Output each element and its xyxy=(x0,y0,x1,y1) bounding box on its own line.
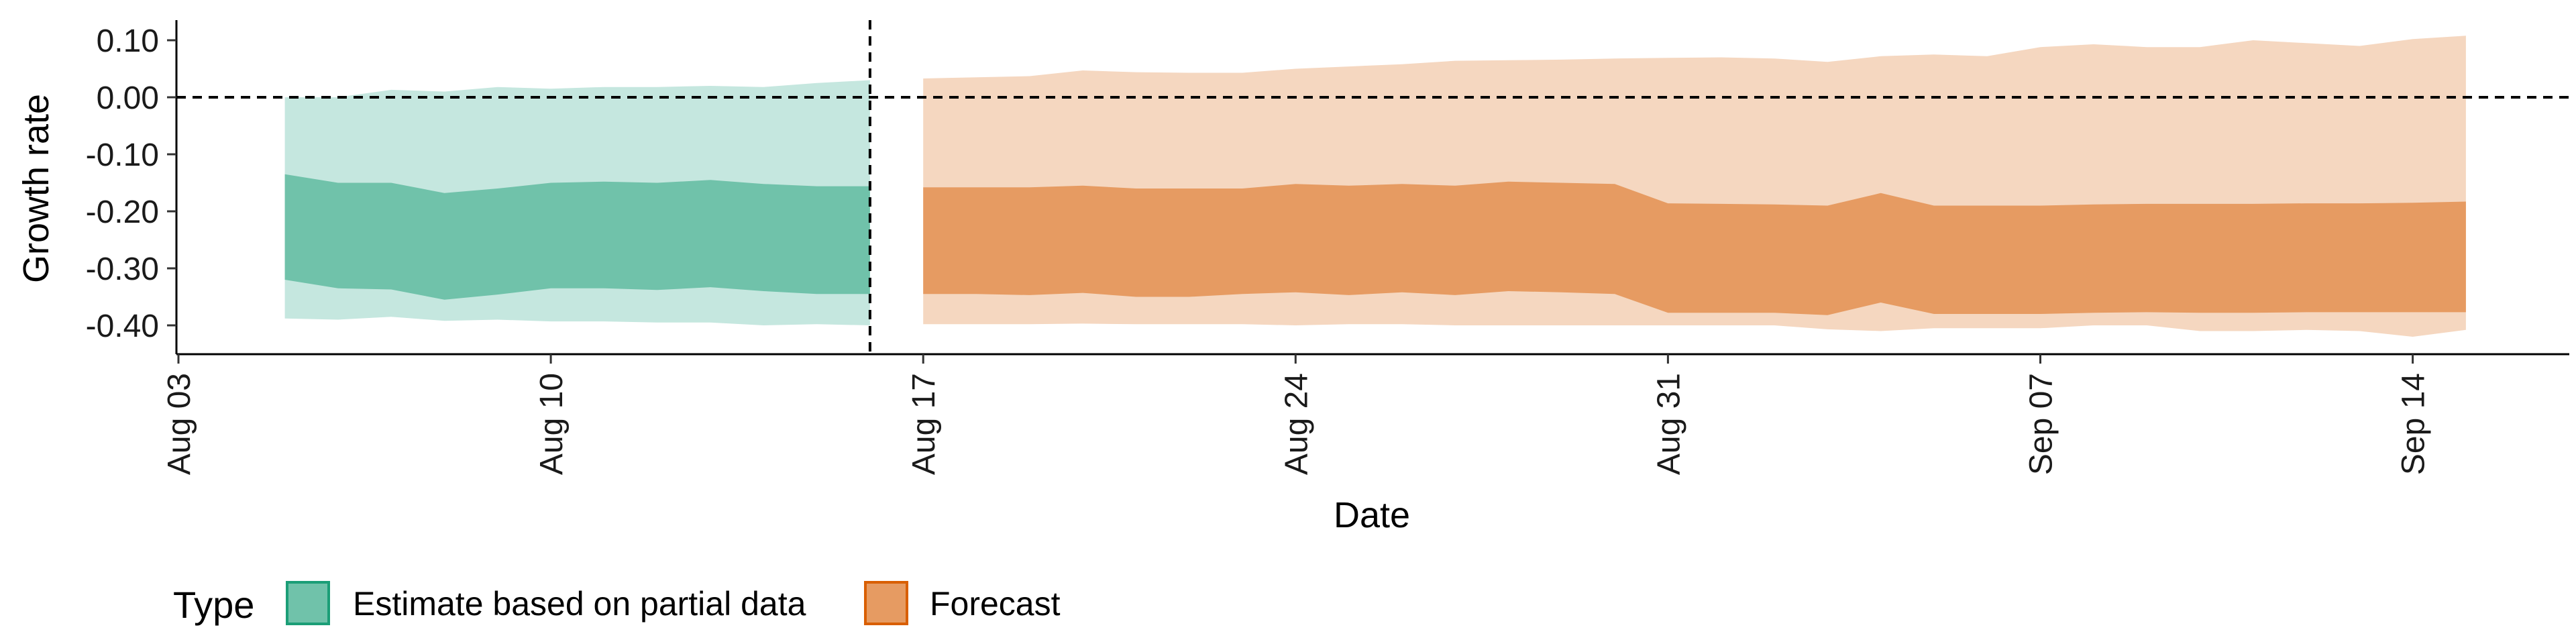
y-tick-label: 0.10 xyxy=(97,23,159,59)
x-tick-label: Aug 17 xyxy=(906,373,942,475)
y-tick-label: -0.40 xyxy=(86,309,159,344)
y-axis-title: Growth rate xyxy=(16,94,56,283)
y-tick-label: -0.20 xyxy=(86,195,159,230)
x-tick-label: Aug 31 xyxy=(1651,373,1686,475)
plot-area xyxy=(176,20,2569,354)
legend-key-estimate xyxy=(286,581,330,625)
legend-label-forecast: Forecast xyxy=(930,585,1061,623)
legend-key-forecast xyxy=(864,581,908,625)
estimate-inner-band xyxy=(284,174,870,300)
y-tick-label: 0.00 xyxy=(97,80,159,116)
y-tick-label: -0.30 xyxy=(86,252,159,287)
legend-label-estimate: Estimate based on partial data xyxy=(353,585,806,623)
x-tick-label: Aug 03 xyxy=(162,373,197,475)
x-tick-label: Aug 10 xyxy=(534,373,570,475)
legend: Type Estimate based on partial data Fore… xyxy=(173,581,1061,626)
legend-title: Type xyxy=(173,584,254,626)
forecast-inner-band xyxy=(923,181,2466,315)
x-tick-label: Aug 24 xyxy=(1279,373,1314,475)
x-axis-title: Date xyxy=(1334,495,1410,535)
x-tick-label: Sep 14 xyxy=(2396,373,2432,475)
y-tick-label: -0.10 xyxy=(86,138,159,173)
x-tick-label: Sep 07 xyxy=(2024,373,2059,475)
